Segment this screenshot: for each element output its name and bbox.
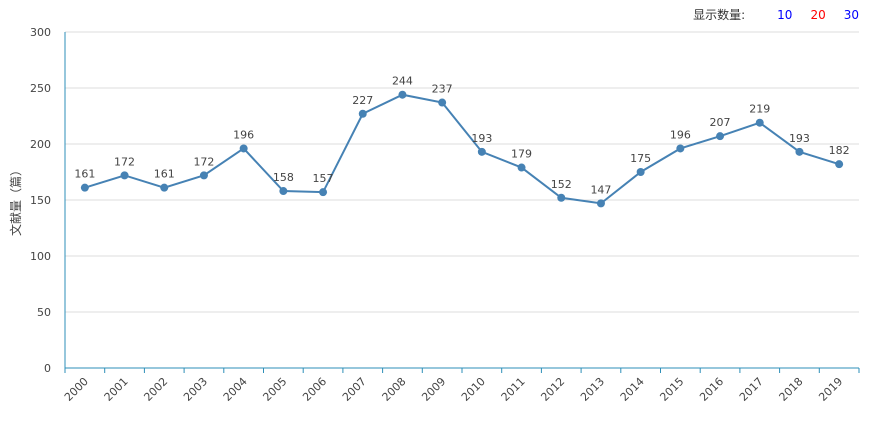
- y-tick-label: 100: [30, 250, 51, 263]
- x-tick-label: 2009: [419, 375, 448, 404]
- data-point[interactable]: [835, 160, 844, 169]
- data-label: 179: [511, 148, 532, 161]
- display-count-control: 显示数量: 10 20 30: [693, 6, 859, 23]
- data-point[interactable]: [557, 193, 566, 202]
- data-point[interactable]: [199, 171, 208, 180]
- x-tick-label: 2007: [340, 375, 369, 404]
- data-label: 182: [829, 144, 850, 157]
- data-point[interactable]: [319, 188, 328, 197]
- x-tick-label: 2006: [300, 375, 329, 404]
- data-point[interactable]: [160, 183, 169, 192]
- x-tick-label: 2012: [538, 375, 567, 404]
- data-point[interactable]: [239, 144, 248, 153]
- data-point[interactable]: [279, 187, 288, 196]
- data-label: 196: [670, 128, 691, 141]
- data-point[interactable]: [596, 199, 605, 208]
- data-point[interactable]: [636, 168, 645, 176]
- data-label: 193: [471, 132, 492, 145]
- y-axis-label: 文献量（篇）: [8, 164, 23, 236]
- x-tick-label: 2002: [141, 375, 170, 404]
- data-point[interactable]: [795, 147, 804, 156]
- x-tick-label: 2010: [459, 375, 488, 404]
- data-point[interactable]: [120, 171, 129, 180]
- data-label: 152: [551, 178, 572, 191]
- data-point[interactable]: [80, 183, 89, 192]
- data-label: 207: [710, 116, 731, 129]
- data-label: 193: [789, 132, 810, 145]
- data-label: 227: [352, 94, 373, 107]
- data-label: 172: [114, 155, 135, 168]
- series: [80, 90, 844, 208]
- data-label: 196: [233, 128, 254, 141]
- data-label: 237: [432, 83, 453, 96]
- x-tick-label: 2003: [181, 375, 210, 404]
- display-count-label: 显示数量:: [693, 8, 746, 22]
- data-point[interactable]: [676, 144, 685, 153]
- grid-lines: [65, 31, 859, 313]
- y-tick-label: 0: [44, 362, 51, 375]
- x-tick-label: 2000: [62, 375, 91, 404]
- data-labels: 161 172 161 172 196 158 157 227 244 237 193 179 152 1…: [74, 75, 849, 197]
- y-tick-label: 200: [30, 138, 51, 151]
- data-label: 244: [392, 75, 413, 88]
- series-line: [84, 93, 840, 205]
- data-label: 175: [630, 152, 651, 165]
- display-count-option-20[interactable]: 20: [810, 7, 826, 22]
- x-tick-label: 2001: [102, 375, 131, 404]
- data-label: 147: [590, 183, 611, 196]
- x-tick-label: 2008: [380, 375, 409, 404]
- data-label: 172: [193, 155, 214, 168]
- x-tick-label: 2014: [618, 375, 647, 404]
- data-point[interactable]: [438, 98, 447, 107]
- y-tick-label: 250: [30, 82, 51, 95]
- data-point[interactable]: [716, 132, 725, 141]
- display-count-option-30[interactable]: 30: [843, 7, 859, 22]
- display-count-option-10[interactable]: 10: [777, 7, 793, 22]
- y-tick-label: 50: [37, 306, 51, 319]
- x-tick-label: 2019: [816, 375, 845, 404]
- x-tick-label: 2005: [260, 375, 289, 404]
- data-label: 219: [749, 103, 770, 116]
- x-tick-label: 2018: [777, 375, 806, 404]
- x-tick-label: 2016: [697, 375, 726, 404]
- data-point[interactable]: [517, 163, 526, 172]
- data-label: 161: [74, 168, 95, 181]
- data-point[interactable]: [358, 109, 367, 118]
- x-tick-label: 2004: [221, 375, 250, 404]
- x-tick-label: 2015: [657, 375, 686, 404]
- data-point[interactable]: [398, 90, 407, 99]
- x-tick-label: 2017: [737, 375, 766, 404]
- x-tick-label: 2011: [499, 375, 528, 404]
- data-label: 157: [313, 172, 334, 185]
- y-tick-label: 150: [30, 194, 51, 207]
- x-tick-label: 2013: [578, 375, 607, 404]
- data-label: 158: [273, 171, 294, 184]
- data-label: 161: [154, 168, 175, 181]
- data-point[interactable]: [477, 147, 486, 156]
- data-point[interactable]: [755, 118, 764, 127]
- y-tick-label: 300: [30, 26, 51, 39]
